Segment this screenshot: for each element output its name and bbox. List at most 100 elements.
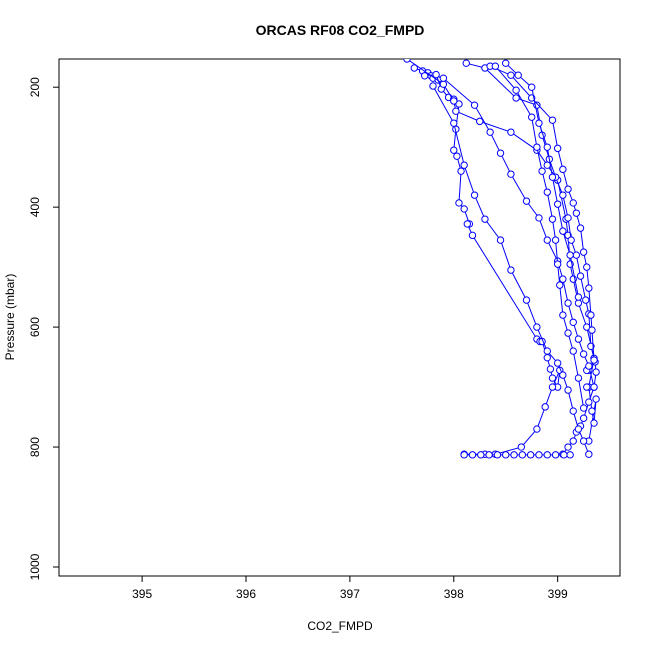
data-point	[403, 59, 411, 63]
data-point	[559, 165, 567, 174]
data-point	[496, 236, 505, 244]
profile-series	[439, 74, 598, 391]
data-point	[493, 451, 502, 459]
data-point	[564, 299, 572, 307]
profile-series	[403, 59, 600, 445]
data-point	[496, 149, 505, 157]
series-line	[443, 77, 595, 388]
data-point	[564, 443, 572, 451]
data-point	[553, 359, 562, 367]
data-point	[569, 437, 577, 445]
data-point	[452, 107, 460, 115]
data-point	[535, 214, 543, 222]
data-point	[502, 451, 510, 459]
data-point	[512, 86, 520, 94]
data-point	[420, 72, 429, 80]
profile-series	[486, 62, 598, 374]
data-point	[556, 281, 564, 289]
y-axis-label: Pressure (mbar)	[3, 274, 17, 361]
data-point	[579, 437, 588, 445]
data-point	[535, 119, 543, 127]
y-tick-label: 200	[28, 77, 42, 97]
data-point	[468, 451, 477, 459]
data-point	[551, 236, 560, 244]
data-point	[564, 185, 572, 193]
data-point	[533, 425, 541, 433]
data-point	[462, 59, 470, 67]
data-point	[569, 199, 577, 207]
data-point	[450, 119, 458, 127]
data-point	[538, 167, 546, 175]
data-point	[512, 94, 520, 102]
y-tick-label: 600	[28, 317, 42, 337]
x-tick-label: 398	[444, 587, 464, 601]
data-point	[574, 425, 583, 433]
data-point	[576, 224, 585, 232]
data-point	[460, 161, 468, 169]
data-point	[543, 451, 551, 459]
data-point	[564, 214, 572, 222]
x-tick-label: 399	[548, 587, 568, 601]
data-point	[564, 386, 572, 394]
data-point	[460, 451, 468, 459]
data-point	[551, 451, 560, 459]
data-point	[564, 329, 572, 337]
data-point	[533, 323, 541, 331]
data-point	[559, 275, 567, 283]
data-point	[548, 215, 557, 223]
data-point	[457, 167, 465, 175]
data-point	[585, 362, 593, 370]
y-tick-label: 1000	[28, 553, 42, 580]
data-point	[491, 62, 500, 70]
data-point	[486, 128, 494, 136]
data-point	[543, 188, 551, 196]
profile-series	[491, 62, 588, 412]
x-tick-label: 395	[132, 587, 152, 601]
data-point	[439, 80, 448, 88]
data-point	[574, 335, 583, 343]
data-point	[574, 293, 583, 301]
profile-series	[502, 59, 583, 301]
data-point	[455, 199, 463, 207]
y-axis: 200 400 600 800 1000	[28, 77, 59, 580]
data-point	[574, 374, 583, 382]
data-point	[588, 407, 596, 415]
data-point	[569, 347, 577, 355]
data-point	[527, 113, 536, 121]
data-point	[546, 365, 555, 373]
profile-series	[460, 451, 574, 459]
data-point	[439, 74, 448, 82]
data-point	[588, 326, 596, 334]
data-point	[583, 263, 591, 271]
chart-title: ORCAS RF08 CO2_FMPD	[256, 22, 425, 38]
data-point	[592, 368, 600, 376]
data-point	[522, 197, 531, 205]
data-point	[485, 451, 493, 459]
data-point	[481, 215, 489, 223]
data-point	[543, 353, 551, 362]
data-point	[579, 404, 588, 412]
data-point	[585, 284, 593, 292]
plot-area	[403, 59, 600, 459]
x-tick-label: 397	[340, 587, 360, 601]
data-point	[579, 350, 588, 358]
data-point	[476, 117, 484, 126]
x-axis: 395 396 397 398 399	[132, 576, 568, 601]
data-point	[543, 236, 551, 244]
data-point	[566, 251, 574, 259]
data-point	[553, 260, 562, 268]
data-point	[468, 231, 477, 240]
data-point	[543, 143, 551, 151]
data-point	[559, 191, 567, 199]
data-point	[569, 407, 577, 415]
series-line	[505, 62, 579, 298]
data-point	[507, 266, 515, 274]
data-point	[559, 227, 567, 235]
data-point	[510, 451, 518, 459]
data-point	[579, 248, 588, 256]
data-point	[507, 128, 515, 136]
data-point	[590, 383, 598, 391]
data-point	[470, 191, 479, 199]
plot-frame	[58, 58, 621, 577]
data-point	[559, 311, 567, 319]
